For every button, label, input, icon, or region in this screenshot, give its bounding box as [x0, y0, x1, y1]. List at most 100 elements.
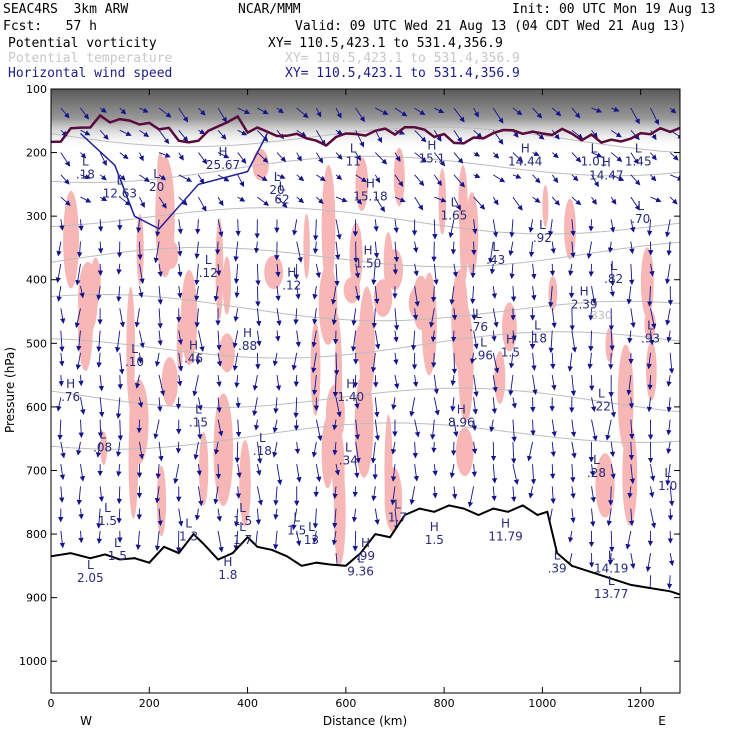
- pv-extremum-kind: L: [104, 501, 111, 515]
- wind-arrow: [96, 286, 102, 301]
- wind-arrow: [272, 419, 278, 434]
- wind-arrow: [610, 397, 617, 418]
- wind-arrow: [412, 441, 418, 459]
- pv-extremum-kind: L: [608, 548, 615, 562]
- wind-arrow: [472, 219, 478, 235]
- org-label: NCAR/MMM: [238, 2, 301, 17]
- pv-extremum-kind: L: [350, 142, 357, 156]
- pv-extremum-value: 8.96: [448, 415, 475, 429]
- wind-arrow: [332, 375, 339, 398]
- wind-arrow: [354, 464, 360, 479]
- wind-arrow: [119, 196, 131, 206]
- pv-shade: [215, 456, 227, 483]
- pv-shade: [63, 190, 79, 289]
- wind-arrow: [453, 174, 465, 188]
- wind-arrow: [256, 330, 262, 347]
- wind-arrow: [98, 375, 104, 392]
- wind-arrow: [233, 241, 239, 262]
- wind-arrow: [59, 352, 65, 367]
- wind-arrow: [493, 174, 506, 183]
- wind-arrow: [591, 174, 599, 188]
- pv-extremum-value: 14.47: [589, 169, 623, 183]
- wind-arrow: [588, 308, 594, 321]
- pv-extremum-kind: H: [602, 156, 611, 170]
- wind-arrow: [311, 375, 318, 396]
- wind-arrow: [394, 174, 404, 187]
- wind-arrow: [80, 174, 91, 180]
- wind-arrow: [434, 107, 445, 114]
- pv-extremum-kind: H: [287, 266, 296, 280]
- wind-arrow: [232, 352, 239, 372]
- wind-arrow: [571, 441, 577, 459]
- pv-extremum-kind: L: [598, 386, 605, 400]
- wind-arrow: [355, 174, 367, 183]
- wind-arrow: [59, 464, 66, 481]
- wind-arrow: [629, 263, 635, 286]
- pv-extremum-value: 20: [149, 180, 164, 194]
- wind-arrow: [296, 129, 307, 137]
- wind-arrow: [630, 553, 636, 570]
- wind-arrow: [60, 196, 71, 206]
- pv-extremum-kind: H: [189, 339, 198, 353]
- wind-arrow: [532, 151, 540, 157]
- theta-contour: [51, 422, 680, 450]
- wind-arrow: [471, 308, 477, 321]
- wind-arrow: [56, 241, 62, 257]
- wind-arrow: [551, 107, 562, 117]
- wind-arrow: [275, 286, 281, 302]
- wind-arrow: [528, 219, 534, 233]
- wind-arrow: [666, 330, 672, 343]
- wind-arrow: [116, 286, 122, 302]
- pv-shade: [100, 431, 108, 466]
- wind-arrow: [177, 330, 183, 346]
- wind-arrow: [217, 107, 227, 123]
- wind-arrow: [669, 152, 679, 161]
- y-tick-label: 300: [26, 210, 47, 223]
- wind-arrow: [432, 464, 438, 477]
- wind-arrow: [473, 173, 481, 179]
- wind-arrow: [589, 464, 596, 477]
- plot-frame: [50, 88, 681, 694]
- wind-arrow: [375, 107, 389, 115]
- wind-arrow: [414, 419, 421, 438]
- wind-arrow: [492, 375, 498, 393]
- wind-arrow: [276, 173, 286, 179]
- pv-extremum-kind: H: [366, 177, 375, 191]
- pv-shade: [161, 357, 178, 407]
- wind-arrow: [97, 241, 104, 254]
- wind-arrow: [351, 508, 358, 523]
- pv-shade: [219, 333, 235, 373]
- wind-arrow: [139, 263, 145, 285]
- wind-arrow: [449, 286, 455, 305]
- wind-arrow: [355, 107, 365, 123]
- wind-arrow: [508, 241, 514, 257]
- wind-arrow: [666, 397, 672, 413]
- wind-arrow: [311, 330, 317, 348]
- wind-arrow: [532, 107, 543, 119]
- wind-arrow: [665, 464, 671, 486]
- wind-arrow: [114, 330, 121, 353]
- wind-arrow: [99, 174, 107, 181]
- wind-arrow: [453, 152, 464, 164]
- wind-arrow: [137, 397, 144, 408]
- wind-arrow: [646, 219, 653, 237]
- wind-arrow: [551, 419, 557, 437]
- pv-extremum-value: 13.77: [594, 587, 628, 601]
- wind-arrow: [194, 286, 200, 302]
- wind-arrow: [334, 241, 341, 261]
- wind-arrow: [665, 219, 671, 238]
- wind-arrow: [551, 308, 557, 329]
- east-endpoint-label: E: [658, 714, 666, 728]
- wind-arrow: [611, 106, 620, 112]
- wind-arrow: [512, 152, 524, 163]
- wind-arrow: [668, 553, 675, 567]
- wind-arrow: [511, 330, 517, 342]
- wind-arrow: [233, 263, 240, 285]
- wind-arrow: [315, 464, 322, 483]
- wind-arrow: [492, 352, 500, 374]
- wind-arrow: [393, 375, 400, 390]
- pv-extremum-value: 11: [346, 155, 361, 169]
- pv-extremum-kind: L: [608, 574, 615, 588]
- wind-arrow: [77, 241, 83, 258]
- wind-arrow: [232, 330, 239, 349]
